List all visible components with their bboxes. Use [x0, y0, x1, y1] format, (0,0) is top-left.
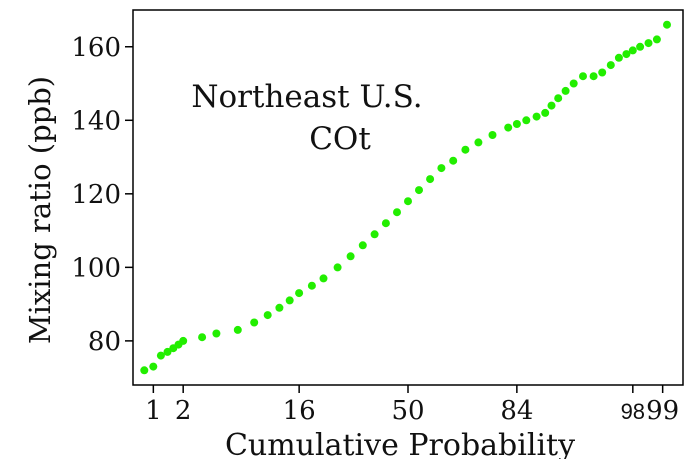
data-point — [307, 281, 316, 290]
data-point — [622, 50, 631, 59]
data-point — [532, 112, 541, 121]
data-point — [346, 252, 355, 261]
data-points — [140, 20, 671, 375]
data-point — [554, 94, 563, 103]
data-point — [426, 175, 435, 184]
data-point — [179, 336, 188, 345]
x-tick-label: 2 — [175, 396, 192, 426]
data-point — [163, 347, 172, 356]
x-tick-label: 84 — [500, 396, 533, 426]
data-point — [598, 68, 607, 77]
data-point — [461, 145, 470, 154]
data-point — [569, 79, 578, 88]
chart-title-line-2: COt — [309, 121, 371, 157]
data-point — [370, 230, 379, 239]
data-point — [541, 108, 550, 117]
data-point — [393, 208, 401, 217]
y-tick-label: 100 — [71, 253, 121, 283]
data-point — [488, 131, 497, 139]
data-point — [156, 351, 165, 360]
data-point — [358, 241, 367, 250]
x-axis-label: Cumulative Probability — [225, 428, 575, 459]
x-tick-label: 98 — [621, 399, 645, 424]
data-point — [149, 362, 158, 371]
data-point — [250, 318, 259, 327]
x-tick-label: 50 — [391, 396, 424, 426]
y-tick-label: 120 — [71, 180, 121, 210]
data-point — [285, 296, 294, 305]
data-point — [522, 116, 531, 125]
data-point — [561, 86, 570, 95]
data-point — [404, 197, 412, 206]
data-point — [333, 263, 342, 272]
data-point — [319, 274, 328, 283]
data-point — [663, 20, 671, 29]
data-point — [198, 333, 207, 342]
data-point — [589, 72, 598, 81]
x-tick-label: 99 — [646, 396, 679, 426]
data-point — [275, 303, 284, 312]
x-tick-label: 16 — [283, 396, 316, 426]
data-point — [504, 123, 513, 132]
x-axis: 1 2 16 50 84 98 99 — [145, 385, 679, 426]
chart-title-line-1: Northeast U.S. — [191, 79, 422, 115]
data-point — [140, 366, 149, 375]
data-point — [381, 219, 390, 228]
data-point — [547, 101, 556, 110]
data-point — [474, 138, 483, 147]
data-point — [295, 289, 304, 298]
data-point — [579, 72, 587, 81]
x-tick-label: 1 — [145, 396, 162, 426]
y-axis: 80 100 120 140 160 — [71, 33, 133, 357]
y-tick-label: 160 — [71, 33, 121, 63]
data-point — [233, 325, 242, 334]
data-point — [614, 53, 623, 62]
y-tick-label: 80 — [88, 327, 121, 357]
data-point — [212, 329, 221, 338]
data-point — [512, 120, 521, 128]
data-point — [628, 46, 637, 55]
data-point — [652, 35, 661, 44]
data-point — [437, 164, 446, 173]
data-point — [644, 39, 653, 48]
data-point — [263, 311, 272, 320]
data-point — [449, 156, 458, 165]
y-tick-label: 140 — [71, 106, 121, 136]
data-point — [636, 42, 645, 51]
y-axis-label: Mixing ratio (ppb) — [23, 76, 57, 344]
data-point — [415, 186, 423, 195]
data-point — [606, 61, 615, 70]
